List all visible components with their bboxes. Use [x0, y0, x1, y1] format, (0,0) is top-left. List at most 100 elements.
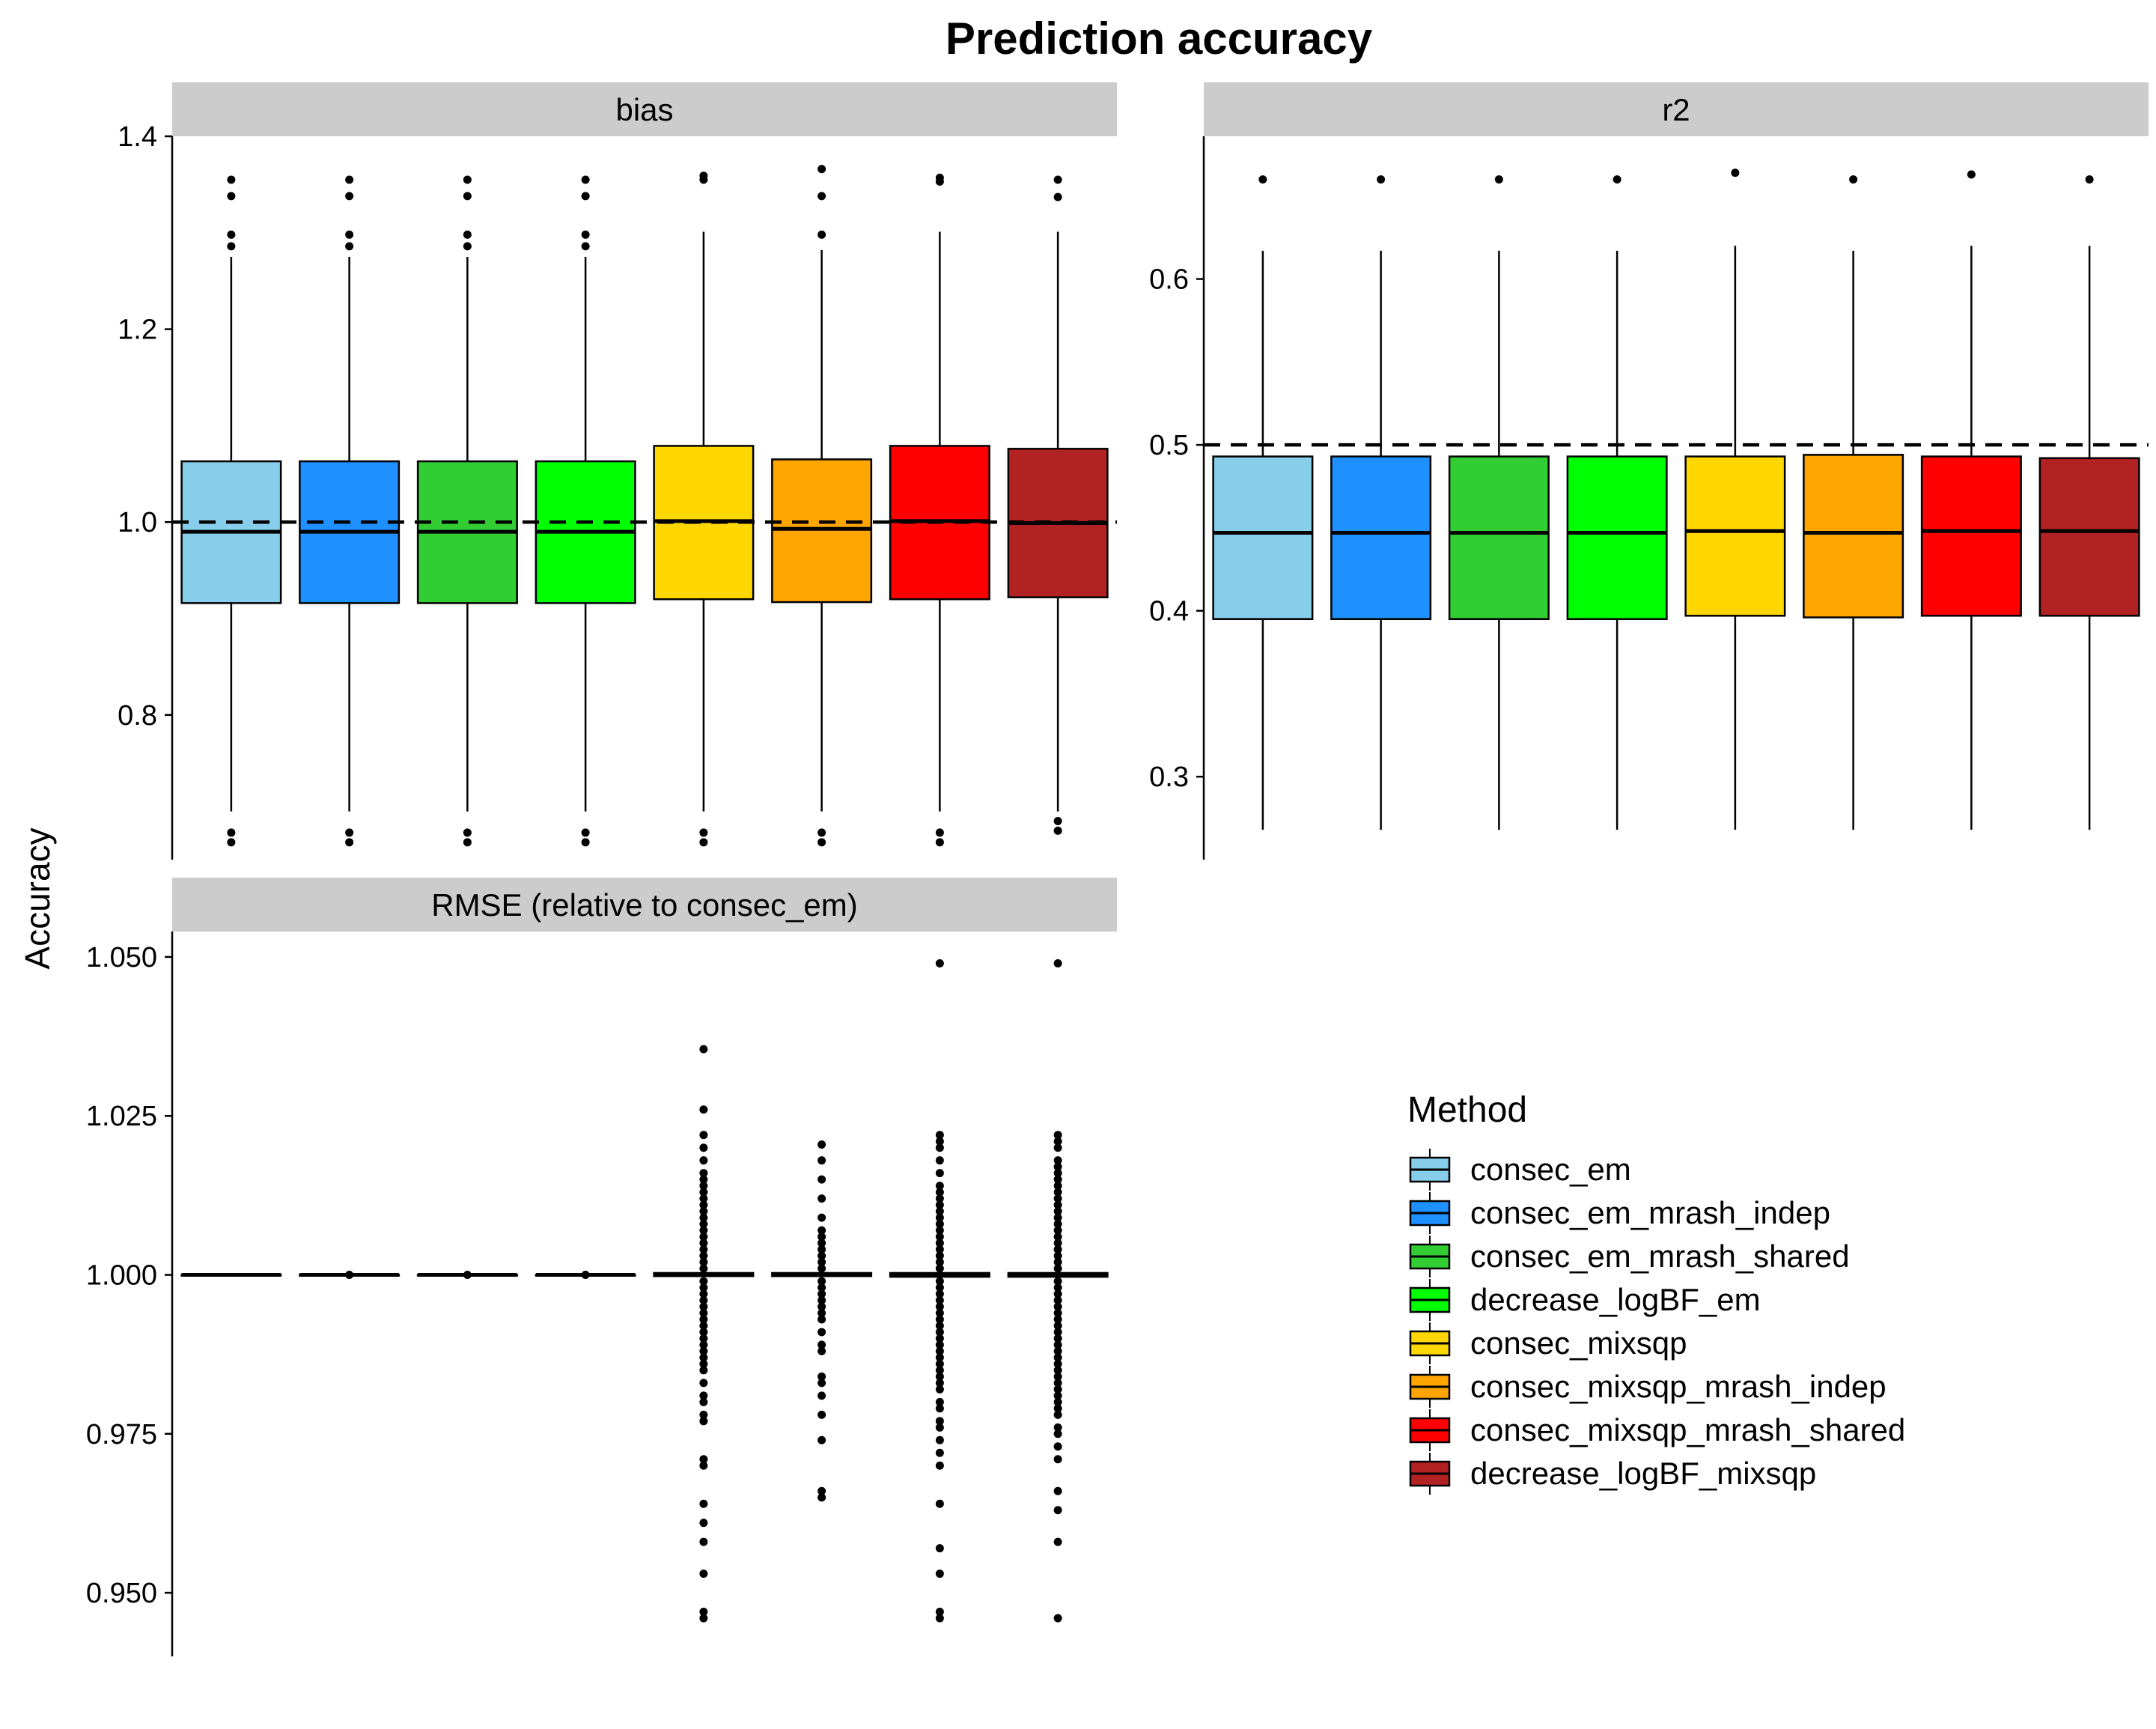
outlier-0-0-1 [227, 828, 236, 837]
outlier-2-7-18 [1053, 1346, 1062, 1355]
outlier-2-4-32 [699, 1239, 708, 1248]
outlier-2-4-26 [699, 1283, 708, 1292]
outlier-2-7-35 [1053, 1233, 1062, 1242]
outlier-2-6-13 [935, 1379, 944, 1388]
outlier-2-6-5 [935, 1461, 944, 1470]
outlier-2-7-27 [1053, 1289, 1062, 1298]
outlier-2-6-41 [935, 1194, 944, 1203]
outlier-2-4-19 [699, 1328, 708, 1337]
panel-2: RMSE (relative to consec_em) 0.950 0.975 1.… [86, 878, 1117, 1656]
outlier-2-4-20 [699, 1321, 708, 1330]
outlier-2-6-26 [935, 1295, 944, 1304]
box-1-6 [1920, 170, 2022, 830]
legend-label-4: consec_mixsqp [1470, 1325, 1687, 1361]
outlier-2-6-40 [935, 1200, 944, 1209]
y-tick-label-2-3: 1.025 [86, 1101, 157, 1132]
outlier-0-1-4 [345, 192, 354, 201]
outlier-2-7-10 [1053, 1397, 1062, 1406]
outlier-2-6-16 [935, 1359, 944, 1368]
outlier-2-5-19 [817, 1251, 826, 1260]
outlier-2-6-39 [935, 1207, 944, 1216]
outlier-0-7-3 [1053, 175, 1062, 184]
outlier-2-6-18 [935, 1346, 944, 1355]
outlier-2-6-46 [935, 1143, 944, 1152]
outlier-2-7-25 [1053, 1302, 1062, 1311]
outlier-0-1-0 [345, 838, 354, 847]
y-tick-label-1-3: 0.6 [1149, 264, 1189, 296]
box-1-7 [2038, 175, 2140, 830]
outlier-2-7-12 [1053, 1385, 1062, 1394]
outlier-2-7-37 [1053, 1220, 1062, 1229]
outlier-2-5-28 [817, 1140, 826, 1149]
box-1-4 [1684, 168, 1786, 830]
outlier-0-3-2 [581, 242, 590, 251]
outlier-2-6-44 [935, 1169, 944, 1178]
outlier-2-7-49 [1053, 1137, 1062, 1146]
box-1-1 [1330, 175, 1432, 830]
outlier-2-6-32 [935, 1251, 944, 1260]
legend-label-6: consec_mixsqp_mrash_shared [1470, 1412, 1905, 1447]
box-body-1-2 [1448, 455, 1550, 620]
outlier-2-7-36 [1053, 1226, 1062, 1235]
outlier-2-6-37 [935, 1220, 944, 1229]
legend-item-6: consec_mixsqp_mrash_shared [1409, 1409, 1905, 1451]
outlier-2-5-27 [817, 1156, 826, 1165]
y-tick-label-0-3: 1.4 [118, 121, 157, 153]
outlier-2-7-20 [1053, 1334, 1062, 1343]
outlier-2-7-9 [1053, 1404, 1062, 1413]
y-tick-label-1-1: 0.4 [1149, 596, 1189, 628]
outlier-2-6-27 [935, 1289, 944, 1298]
outlier-2-5-0 [817, 1493, 826, 1502]
legend-label-3: decrease_logBF_em [1470, 1282, 1761, 1317]
outlier-2-4-8 [699, 1417, 708, 1426]
legend-item-7: decrease_logBF_mixsqp [1409, 1453, 1816, 1495]
outlier-2-6-47 [935, 1137, 944, 1146]
outlier-2-4-14 [699, 1359, 708, 1368]
box-2-5 [771, 1140, 873, 1502]
outlier-2-6-6 [935, 1448, 944, 1457]
outlier-2-7-15 [1053, 1366, 1062, 1375]
outlier-2-7-31 [1053, 1258, 1062, 1267]
y-tick-label-2-2: 1.000 [86, 1260, 157, 1292]
box-body-1-4 [1684, 455, 1786, 617]
y-tick-label-1-2: 0.5 [1149, 430, 1189, 461]
outlier-2-6-11 [935, 1397, 944, 1406]
legend: Method consec_em consec_em_mrash_indepcon… [1407, 1090, 1905, 1495]
box-body-1-0 [1212, 455, 1314, 620]
outlier-2-7-19 [1053, 1340, 1062, 1349]
outlier-2-5-15 [817, 1283, 826, 1292]
y-tick-label-2-1: 0.975 [86, 1419, 157, 1450]
outlier-2-4-9 [699, 1410, 708, 1419]
outlier-2-7-38 [1053, 1213, 1062, 1222]
outlier-0-6-0 [935, 838, 944, 847]
outlier-2-5-26 [817, 1175, 826, 1184]
outlier-2-6-34 [935, 1239, 944, 1248]
outlier-2-7-34 [1053, 1239, 1062, 1248]
outlier-2-7-23 [1053, 1315, 1062, 1324]
outlier-2-6-49 [935, 958, 944, 967]
outlier-2-5-22 [817, 1233, 826, 1242]
outlier-0-4-1 [699, 828, 708, 837]
outlier-2-7-30 [1053, 1264, 1062, 1273]
panel-0: bias 0.8 1.0 1.2 1.4 [118, 82, 1117, 860]
box-2-2 [416, 1271, 518, 1280]
outlier-2-4-31 [699, 1245, 708, 1254]
outlier-2-7-41 [1053, 1194, 1062, 1203]
outlier-2-7-33 [1053, 1245, 1062, 1254]
outlier-2-7-28 [1053, 1283, 1062, 1292]
outlier-2-4-28 [699, 1264, 708, 1273]
outlier-1-4-0 [1731, 168, 1740, 177]
outlier-2-5-1 [817, 1486, 826, 1495]
box-2-1 [299, 1271, 401, 1280]
outlier-2-7-21 [1053, 1328, 1062, 1337]
box-1-0 [1212, 175, 1314, 830]
outlier-2-4-36 [699, 1213, 708, 1222]
outlier-2-4-25 [699, 1289, 708, 1298]
outlier-2-7-7 [1053, 1423, 1062, 1432]
outlier-2-7-51 [1053, 958, 1062, 967]
outlier-2-7-43 [1053, 1182, 1062, 1191]
y-tick-label-2-0: 0.950 [86, 1578, 157, 1609]
outlier-2-4-29 [699, 1258, 708, 1267]
y-tick-label-2-4: 1.050 [86, 942, 157, 973]
outlier-2-7-16 [1053, 1359, 1062, 1368]
